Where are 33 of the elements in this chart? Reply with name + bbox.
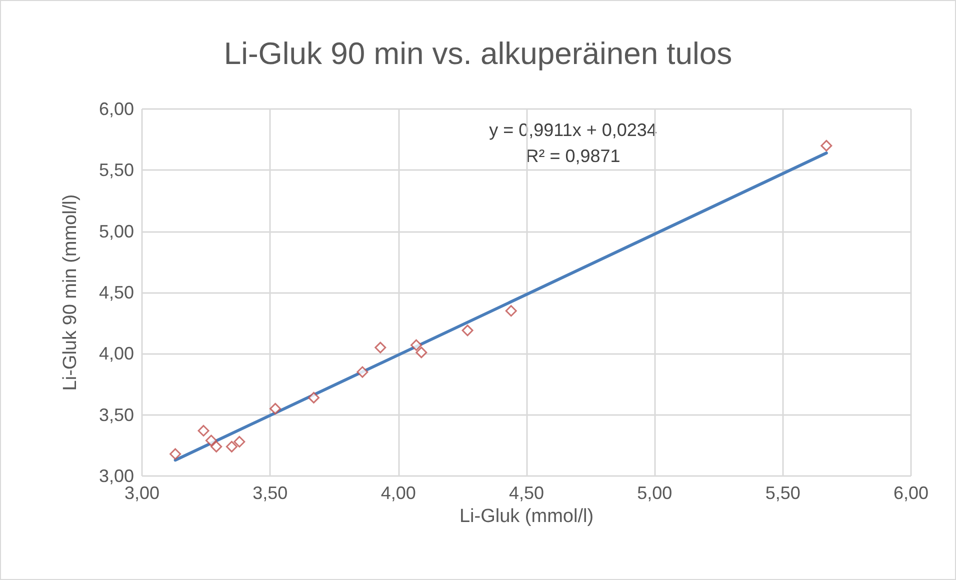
chart-title: Li-Gluk 90 min vs. alkuperäinen tulos — [224, 36, 732, 71]
point — [210, 440, 222, 452]
point — [205, 434, 217, 446]
y-tick-label: 5,50 — [98, 160, 134, 180]
y-tick-label: 3,00 — [98, 466, 134, 486]
point — [356, 366, 368, 378]
point — [198, 424, 210, 436]
annotation: y = 0,9911x + 0,0234 — [489, 120, 657, 140]
point — [308, 392, 320, 404]
point — [234, 436, 246, 448]
point — [270, 402, 282, 414]
y-tick-label: 4,00 — [98, 344, 134, 364]
y-axis-title: Li-Gluk 90 min (mmol/l) — [60, 194, 81, 391]
x-axis-title: Li-Gluk (mmol/l) — [459, 506, 594, 527]
x-tick-label: 5,00 — [637, 483, 672, 503]
x-tick-label: 3,50 — [252, 483, 288, 503]
y-tick-label: 4,50 — [98, 282, 134, 302]
point — [410, 339, 422, 351]
x-tick-label: 4,50 — [508, 483, 544, 503]
point — [170, 448, 182, 460]
point — [820, 140, 832, 152]
x-tick-label: 5,50 — [765, 483, 800, 503]
y-tick-label: 3,50 — [98, 404, 134, 425]
point — [505, 305, 517, 317]
point — [462, 324, 474, 336]
y-tick-label: 5,00 — [98, 221, 134, 242]
x-tick-label: 4,00 — [380, 483, 416, 503]
x-tick-label: 6,00 — [893, 483, 929, 503]
y-tick-label: 6,00 — [98, 99, 134, 119]
point — [416, 346, 428, 358]
point — [374, 342, 386, 354]
x-tick-label: 3,00 — [124, 483, 160, 503]
point — [226, 440, 238, 452]
